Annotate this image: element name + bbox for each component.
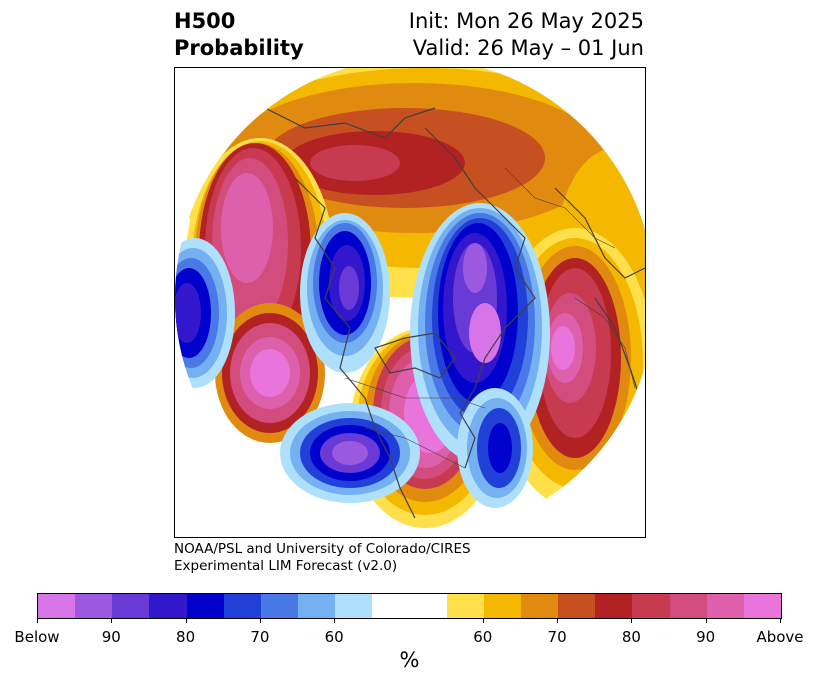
colorbar-tickmark — [780, 618, 781, 623]
below-anomaly-atlantic — [457, 388, 533, 508]
colorbar-tickmark — [557, 618, 559, 623]
colorbar-tick-label: 90 — [696, 628, 716, 646]
colorbar-tick-label: 60 — [324, 628, 344, 646]
colorbar-below-5 — [223, 594, 261, 618]
colorbar-below-2 — [112, 594, 150, 618]
credit-text: NOAA/PSL and University of Colorado/CIRE… — [174, 541, 471, 575]
colorbar-below-8 — [335, 594, 373, 618]
forecast-dates: Init: Mon 26 May 2025 Valid: 26 May – 01… — [409, 8, 644, 62]
below-anomaly-pacific-south — [280, 403, 420, 503]
colorbar-above-2 — [521, 594, 559, 618]
colorbar-below-7 — [298, 594, 336, 618]
colorbar-tickmark — [37, 618, 38, 623]
borders — [344, 167, 636, 469]
valid-range: Valid: 26 May – 01 Jun — [412, 36, 644, 60]
probability-map — [174, 67, 646, 538]
coastlines — [264, 107, 645, 519]
credit-line-2: Experimental LIM Forecast (v2.0) — [174, 558, 398, 574]
title-line-2: Probability — [174, 36, 304, 60]
colorbar-tick-label: 70 — [547, 628, 567, 646]
colorbar-tick-label: Below — [14, 628, 60, 646]
colorbar-tickmark — [334, 618, 336, 623]
colorbar-tick-label: 80 — [621, 628, 641, 646]
colorbar-above-6 — [669, 594, 707, 618]
map-title: H500 Probability — [174, 8, 304, 62]
colorbar-unit-label: % — [399, 648, 420, 672]
colorbar-tickmark — [482, 618, 484, 623]
colorbar-above-3 — [558, 594, 596, 618]
init-date: Init: Mon 26 May 2025 — [408, 9, 644, 33]
title-line-1: H500 — [174, 9, 236, 33]
colorbar-below-0 — [38, 594, 76, 618]
colorbar-tick-label: 90 — [101, 628, 121, 646]
colorbar-above-7 — [706, 594, 744, 618]
map-svg — [175, 68, 645, 537]
colorbar-above-5 — [632, 594, 670, 618]
colorbar-tick-label: Above — [756, 628, 804, 646]
colorbar-tick-label: 70 — [250, 628, 270, 646]
credit-line-1: NOAA/PSL and University of Colorado/CIRE… — [174, 541, 471, 557]
colorbar-tickmark — [185, 618, 187, 623]
colorbar-tickmark — [705, 618, 707, 623]
colorbar-above-1 — [483, 594, 522, 618]
colorbar-tick-label: 80 — [176, 628, 196, 646]
colorbar-below-4 — [186, 594, 224, 618]
colorbar-tickmark — [259, 618, 261, 623]
colorbar-tickmark — [111, 618, 113, 623]
colorbar — [37, 593, 782, 619]
colorbar-above-8 — [743, 594, 782, 618]
colorbar-above-4 — [595, 594, 633, 618]
above-anomaly-east — [495, 148, 645, 508]
colorbar-tick-label: 60 — [473, 628, 493, 646]
colorbar-below-6 — [260, 594, 299, 618]
colorbar-below-1 — [75, 594, 113, 618]
colorbar-neutral — [372, 594, 447, 618]
colorbar-above-0 — [446, 594, 484, 618]
colorbar-tickmark — [631, 618, 633, 623]
colorbar-below-3 — [149, 594, 187, 618]
